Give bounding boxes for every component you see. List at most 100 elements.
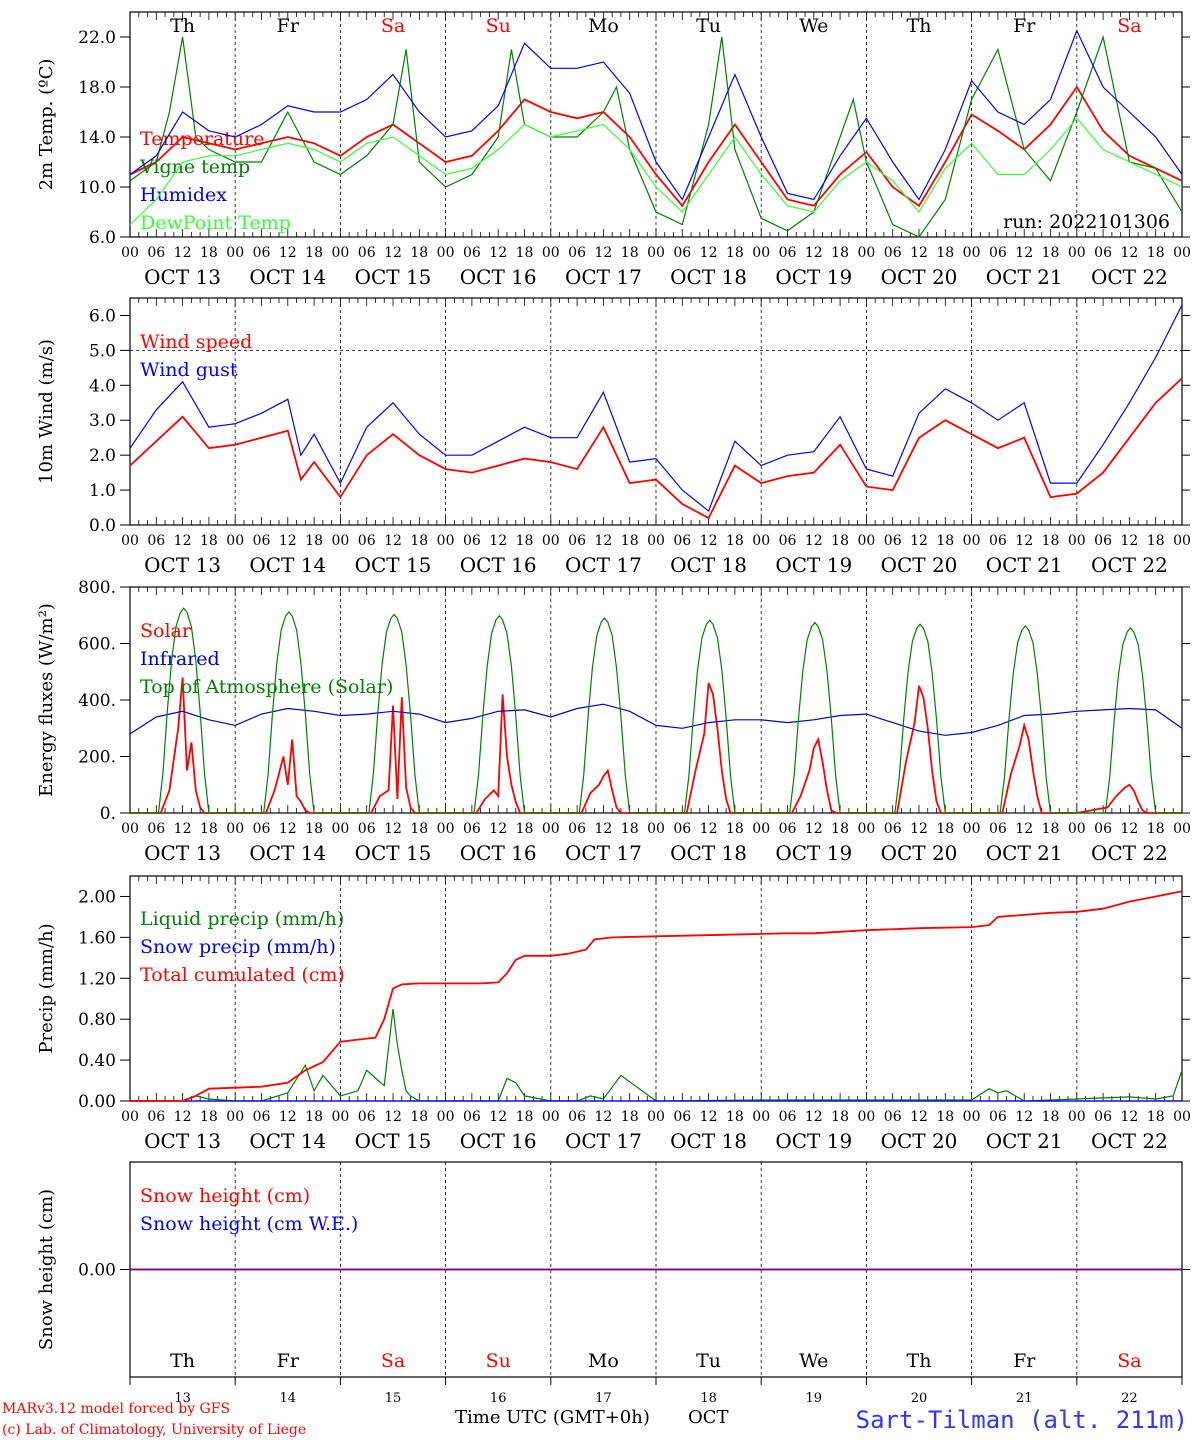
hour-label: 00	[857, 533, 875, 549]
hour-label: 12	[910, 533, 928, 549]
hour-label: 18	[726, 533, 744, 549]
hour-label: 06	[989, 533, 1007, 549]
panel-precip: 0.00 0.40 0.80 1.20 1.60 2.00 Precip (mm/h) Liq…	[36, 875, 1191, 1153]
hour-label: 18	[621, 533, 639, 549]
y-tick-label: 0.80	[78, 1010, 116, 1030]
hour-label: 12	[279, 245, 297, 261]
hour-label: 18	[726, 245, 744, 261]
date-label: OCT 18	[670, 265, 747, 289]
legend-entry: Top of Atmosphere (Solar)	[140, 676, 393, 698]
hour-label: 06	[779, 1109, 797, 1125]
hour-label: 18	[1042, 1109, 1060, 1125]
hour-label: 06	[463, 1109, 481, 1125]
day-number-label: 21	[1016, 1391, 1033, 1406]
hour-label: 00	[437, 821, 455, 837]
hour-label: 12	[910, 821, 928, 837]
hour-label: 12	[805, 533, 823, 549]
hour-label: 18	[305, 821, 323, 837]
y-tick-label: 0.0	[89, 516, 116, 536]
weekday-label: Tu	[696, 1350, 721, 1372]
date-label: OCT 21	[986, 553, 1063, 577]
hour-label: 18	[936, 533, 954, 549]
series-line-3	[129, 117, 1183, 225]
hour-label: 12	[594, 1109, 612, 1125]
hour-label: 00	[331, 533, 349, 549]
y-axis-label: Snow height (cm)	[36, 1189, 57, 1350]
hour-label: 06	[253, 821, 271, 837]
hour-label: 00	[542, 245, 560, 261]
weekday-label: Th	[907, 15, 932, 37]
hour-label: 06	[1094, 1109, 1112, 1125]
hour-label: 06	[463, 245, 481, 261]
hour-label: 18	[936, 821, 954, 837]
hour-label: 00	[121, 245, 139, 261]
hour-label: 12	[805, 821, 823, 837]
hour-label: 06	[1094, 533, 1112, 549]
hour-label: 00	[542, 533, 560, 549]
hour-label: 12	[174, 245, 192, 261]
hour-label: 00	[121, 1109, 139, 1125]
hour-label: 18	[516, 821, 534, 837]
hour-label: 12	[594, 533, 612, 549]
legend-entry: Snow precip (mm/h)	[140, 936, 336, 958]
hour-label: 00	[121, 821, 139, 837]
hour-label: 12	[1120, 245, 1138, 261]
hour-label: 06	[253, 245, 271, 261]
weekday-label: Mo	[588, 1350, 619, 1372]
y-tick-label: 800.	[78, 578, 116, 598]
date-label: OCT 17	[565, 1129, 642, 1153]
y-tick-label: 400.	[78, 691, 116, 711]
hour-label: 00	[437, 533, 455, 549]
date-label: OCT 20	[881, 265, 958, 289]
hour-label: 12	[489, 533, 507, 549]
date-label: OCT 18	[670, 841, 747, 865]
panels: 6.0 10.0 14.0 18.0 22.0 2m Temp. (ºC) Temperat…	[36, 11, 1191, 1406]
hour-label: 06	[568, 821, 586, 837]
hour-label: 00	[752, 245, 770, 261]
date-label: OCT 19	[775, 841, 852, 865]
panel-flux: 0. 200. 400. 600. 800. Energy fluxes (W/m²) So…	[36, 578, 1191, 865]
hour-label: 18	[621, 245, 639, 261]
hour-label: 12	[174, 1109, 192, 1125]
y-tick-label: 200.	[78, 748, 116, 768]
hour-label: 00	[1068, 1109, 1086, 1125]
hour-label: 06	[884, 533, 902, 549]
hour-label: 18	[516, 245, 534, 261]
hour-label: 00	[226, 245, 244, 261]
hour-label: 00	[331, 245, 349, 261]
hour-label: 06	[673, 1109, 691, 1125]
date-label: OCT 14	[249, 1129, 326, 1153]
hour-label: 12	[489, 1109, 507, 1125]
hour-label: 18	[200, 245, 218, 261]
y-tick-label: 18.0	[78, 78, 116, 98]
y-tick-label: 2.0	[89, 446, 116, 466]
hour-label: 00	[437, 245, 455, 261]
hour-label: 18	[516, 533, 534, 549]
hour-label: 12	[489, 245, 507, 261]
date-label: OCT 17	[565, 553, 642, 577]
date-label: OCT 15	[355, 841, 432, 865]
hour-label: 00	[1068, 821, 1086, 837]
date-label: OCT 13	[144, 841, 221, 865]
hour-label: 06	[568, 533, 586, 549]
hour-label: 18	[200, 821, 218, 837]
hour-label: 12	[910, 1109, 928, 1125]
y-tick-label: 5.0	[89, 341, 116, 361]
hour-label: 18	[726, 1109, 744, 1125]
hour-label: 00	[1173, 821, 1191, 837]
hour-label: 18	[305, 533, 323, 549]
hour-label: 12	[1015, 533, 1033, 549]
date-label: OCT 21	[986, 841, 1063, 865]
legend-entry: Solar	[140, 620, 192, 642]
hour-label: 06	[884, 1109, 902, 1125]
y-tick-label: 0.40	[78, 1051, 116, 1071]
date-label: OCT 21	[986, 1129, 1063, 1153]
hour-label: 06	[568, 245, 586, 261]
date-label: OCT 13	[144, 1129, 221, 1153]
hour-label: 06	[358, 1109, 376, 1125]
legend-entry: Wind gust	[140, 359, 238, 381]
hour-label: 18	[1147, 533, 1165, 549]
hour-label: 12	[594, 821, 612, 837]
legend-entry: Wind speed	[140, 331, 252, 353]
hour-label: 18	[516, 1109, 534, 1125]
